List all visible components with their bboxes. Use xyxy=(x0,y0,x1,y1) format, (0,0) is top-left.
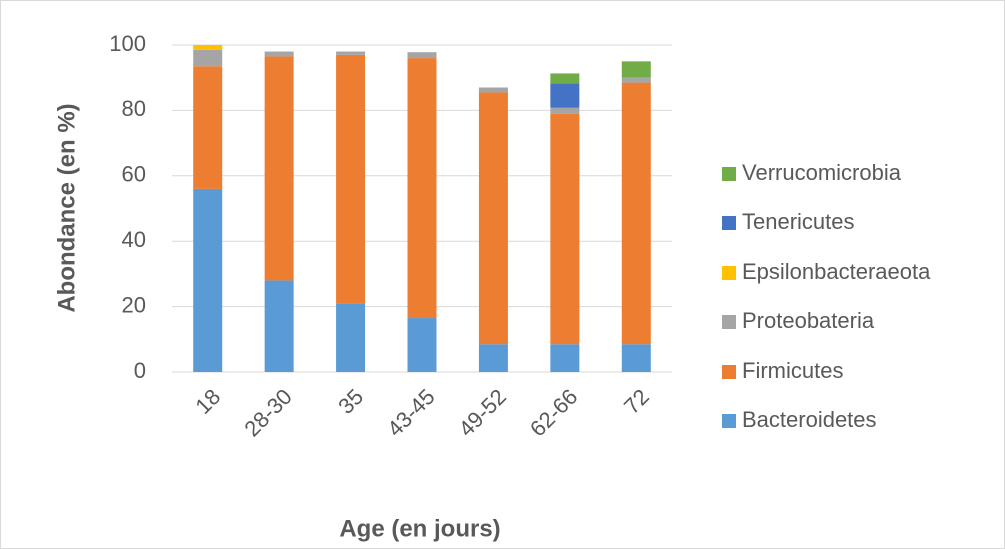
y-tick-label: 60 xyxy=(122,162,146,187)
bar-segment xyxy=(336,51,366,55)
y-tick-label: 0 xyxy=(134,358,146,383)
bar-segment xyxy=(407,58,437,319)
bar-segment xyxy=(264,51,294,57)
bar-segment xyxy=(264,280,294,372)
bar-segment xyxy=(621,82,651,345)
bar-segment xyxy=(550,73,580,84)
y-tick-label: 40 xyxy=(122,227,146,252)
legend-label: Bacteroidetes xyxy=(742,407,877,432)
bar-segment xyxy=(193,188,223,372)
legend-label: Epsilonbacteraeota xyxy=(742,259,931,284)
bar-segment xyxy=(478,87,508,93)
legend-label: Proteobateria xyxy=(742,308,875,333)
bar-segment xyxy=(336,54,366,304)
bar-segment xyxy=(193,49,223,67)
bar-segment xyxy=(550,107,580,114)
bar-segment xyxy=(621,77,651,83)
bar-segment xyxy=(621,344,651,372)
bar-segment xyxy=(478,344,508,372)
y-tick-label: 80 xyxy=(122,96,146,121)
bar-segment xyxy=(193,66,223,189)
legend-label: Firmicutes xyxy=(742,358,843,383)
bar-segment xyxy=(621,61,651,78)
legend-label: Tenericutes xyxy=(742,209,855,234)
y-tick-label: 100 xyxy=(109,31,146,56)
bar-segment xyxy=(264,56,294,281)
bar-segment xyxy=(550,344,580,372)
legend-swatch xyxy=(722,167,736,181)
legend-label: Verrucomicrobia xyxy=(742,160,902,185)
legend-swatch xyxy=(722,365,736,379)
bar-segment xyxy=(478,92,508,345)
bar-segment xyxy=(336,303,366,372)
bar-segment xyxy=(550,113,580,345)
y-axis-title: Abondance (en %) xyxy=(53,103,80,312)
legend-swatch xyxy=(722,414,736,428)
bar-segment xyxy=(407,318,437,372)
legend-swatch xyxy=(722,266,736,280)
bar-segment xyxy=(407,52,437,59)
bar-segment xyxy=(550,83,580,108)
y-tick-label: 20 xyxy=(122,292,146,317)
legend-swatch xyxy=(722,315,736,329)
bar-segment xyxy=(193,45,223,50)
x-axis-title: Age (en jours) xyxy=(339,515,500,542)
legend-swatch xyxy=(722,216,736,230)
